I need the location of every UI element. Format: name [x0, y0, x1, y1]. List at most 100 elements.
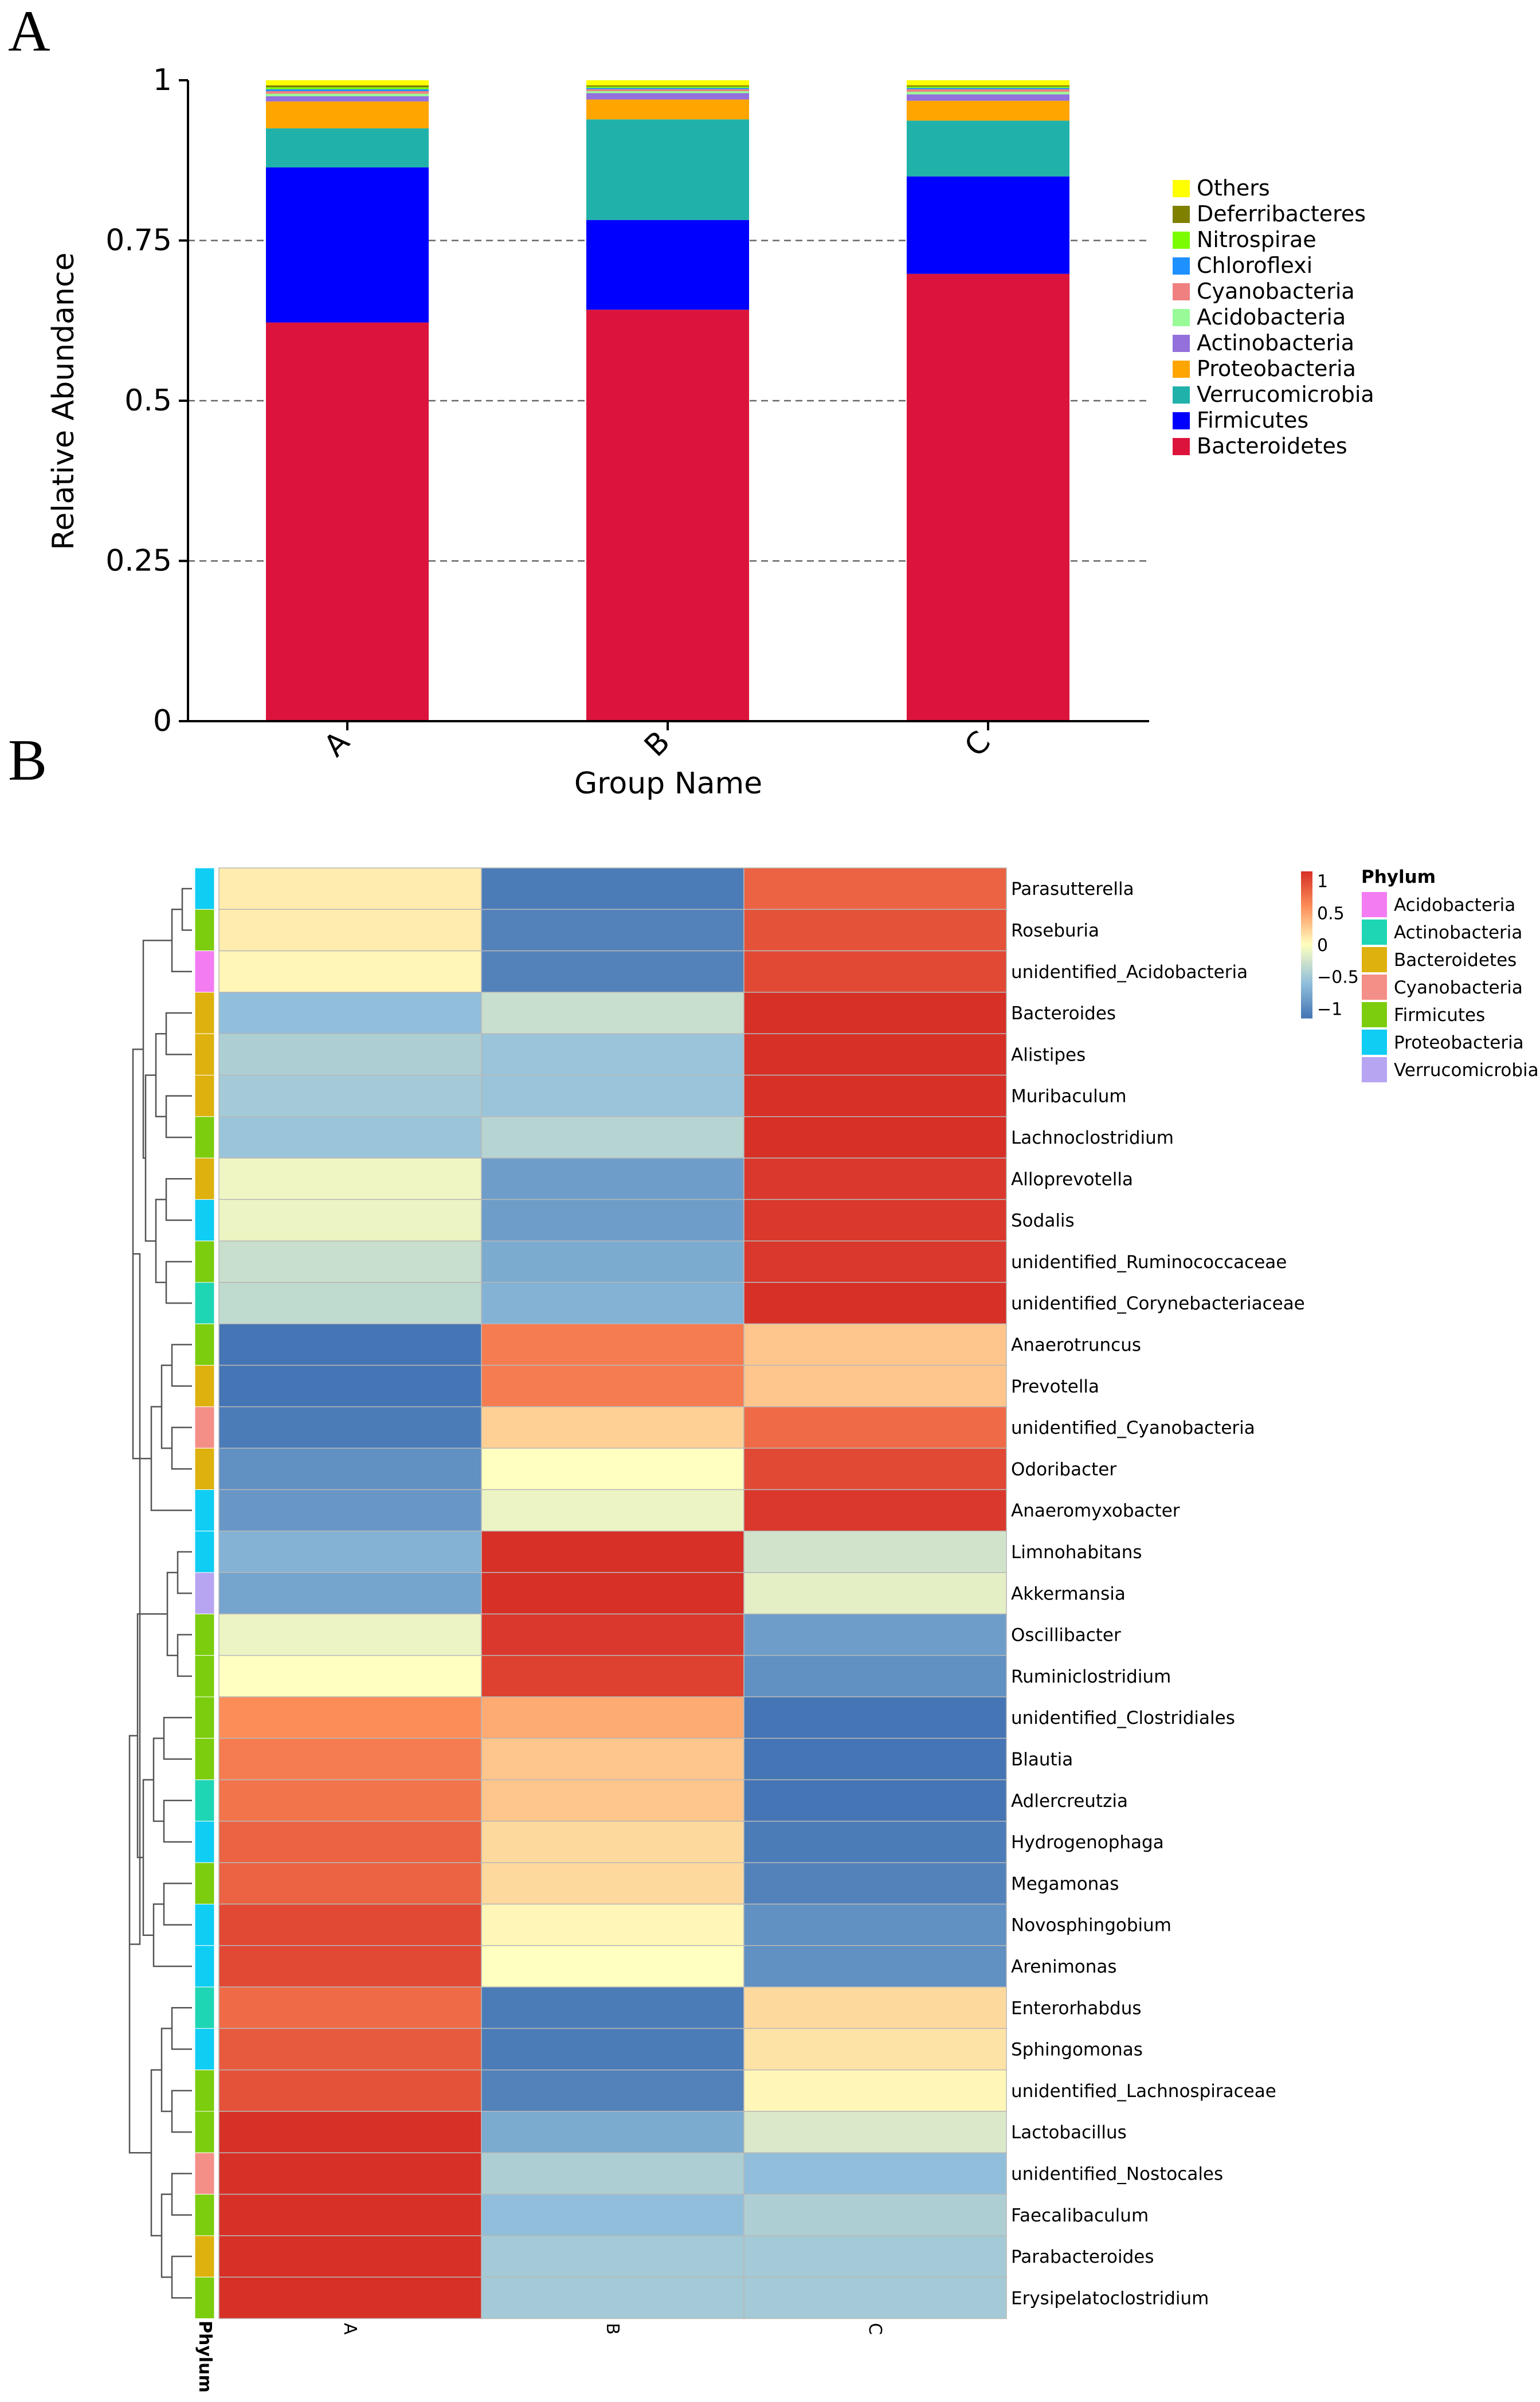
phylum-annotation-cell	[194, 1116, 215, 1159]
heatmap-cell	[218, 1240, 482, 1283]
colorbar-segment	[1301, 964, 1312, 967]
heatmap-cell	[481, 909, 744, 952]
heatmap-row-label: Adlercreutzia	[1011, 1791, 1128, 1812]
panel-label-a: A	[8, 0, 50, 64]
heatmap-cell	[743, 2069, 1007, 2112]
colorbar-segment	[1301, 898, 1312, 901]
colorbar-segment	[1301, 942, 1312, 945]
colorbar-segment	[1301, 886, 1312, 889]
bar-segment-B-proteobacteria	[586, 99, 749, 120]
colorbar-segment	[1301, 1013, 1312, 1016]
legend-label: Others	[1197, 175, 1270, 201]
heatmap-cell	[743, 1738, 1007, 1781]
colorbar-segment	[1301, 996, 1312, 999]
heatmap-cell	[218, 2276, 482, 2319]
bar-segment-C-others	[907, 80, 1069, 85]
bar-segment-B-others	[586, 80, 749, 85]
colorbar-segment	[1301, 940, 1312, 943]
heatmap-cell	[743, 1654, 1007, 1697]
colorbar-segment	[1301, 895, 1312, 899]
heatmap-cell	[218, 1448, 482, 1491]
heatmap-cell	[218, 1986, 482, 2029]
colorbar-segment	[1301, 1008, 1312, 1011]
bar-segment-C-cyanobacteria	[907, 89, 1069, 92]
legend-swatch	[1173, 438, 1190, 455]
panel-label-b: B	[8, 728, 47, 793]
heatmap-cell	[743, 2111, 1007, 2154]
colorbar-segment	[1301, 998, 1312, 1002]
colorbar-segment	[1301, 937, 1312, 941]
phylum-annotation-cell	[194, 1406, 215, 1449]
colorbar-segment	[1301, 874, 1312, 877]
colorbar-segment	[1301, 934, 1312, 938]
dendrogram-branch	[130, 1253, 141, 1945]
heatmap-row-label: unidentified_Ruminococcaceae	[1011, 1252, 1287, 1273]
heatmap-row-label: Alloprevotella	[1011, 1169, 1133, 1190]
phylum-annotation-cell	[194, 2276, 215, 2319]
bar-segment-B-firmicutes	[586, 220, 749, 310]
phylum-annotation-cell	[194, 1075, 215, 1117]
heatmap-row-label: Megamonas	[1011, 1873, 1119, 1894]
phylum-annotation-cell	[194, 1323, 215, 1366]
bar-segment-C-acidobacteria	[907, 92, 1069, 95]
bar-segment-A-cyanobacteria	[266, 91, 429, 94]
y-tick-label: 0.25	[105, 544, 172, 578]
colorbar-segment	[1301, 961, 1312, 965]
phylum-annotation-cell	[194, 1241, 215, 1283]
heatmap-cell	[481, 1738, 744, 1781]
colorbar-segment	[1301, 920, 1312, 924]
phylum-annotation-cell	[194, 2111, 215, 2153]
heatmap-cell	[743, 1862, 1007, 1905]
heatmap-cell	[743, 1613, 1007, 1656]
heatmap-row-label: Roseburia	[1011, 920, 1099, 941]
heatmap-cell	[743, 1696, 1007, 1739]
heatmap-column-labels: A B C	[340, 2323, 885, 2335]
phylum-annotation-cell	[194, 1365, 215, 1407]
heatmap-cell	[218, 1572, 482, 1615]
heatmap-cell	[481, 1199, 744, 1242]
colorbar-segment	[1301, 893, 1312, 897]
phylum-annotation-cell	[194, 909, 215, 952]
heatmap-cell	[481, 1157, 744, 1200]
legend-label: Nitrospirae	[1197, 227, 1316, 252]
heatmap-cell	[743, 1157, 1007, 1200]
phylum-annotation-cell	[194, 1033, 215, 1075]
phylum-legend-title: Phylum	[1361, 867, 1436, 887]
phylum-annotation-cell	[194, 1655, 215, 1697]
heatmap-cell	[218, 1074, 482, 1117]
heatmap-row-label: unidentified_Acidobacteria	[1011, 962, 1248, 983]
phylum-annotation-strip	[194, 867, 215, 2319]
heatmap-cell	[743, 1240, 1007, 1283]
bar-segment-A-bacteroidetes	[266, 322, 429, 721]
bar-segment-B-actinobacteria	[586, 93, 749, 100]
heatmap-cell	[743, 1033, 1007, 1076]
heatmap-cell	[743, 1406, 1007, 1449]
heatmap-cell	[218, 1116, 482, 1159]
phylum-legend-swatch	[1362, 920, 1387, 945]
heatmap-row-label: Anaeromyxobacter	[1011, 1501, 1180, 1521]
heatmap-cell	[481, 2069, 744, 2112]
colorbar-tick-label: −0.5	[1317, 968, 1359, 988]
heatmap-cell	[743, 1364, 1007, 1407]
bar-segment-C-verrucomicrobia	[907, 120, 1069, 177]
heatmap-cell	[481, 1945, 744, 1988]
colorbar-segment	[1301, 901, 1312, 904]
colorbar-segment	[1301, 1015, 1312, 1019]
heatmap-cell	[481, 992, 744, 1034]
colorbar-segment	[1301, 954, 1312, 957]
bar-segment-C-chloroflexi	[907, 88, 1069, 89]
phylum-legend-swatch	[1362, 975, 1387, 1000]
heatmap-cell	[481, 1074, 744, 1117]
heatmap-cell	[481, 2152, 744, 2195]
colorbar-segment	[1301, 871, 1312, 874]
heatmap-cell	[743, 2028, 1007, 2071]
colorbar-segment	[1301, 1003, 1312, 1007]
colorbar-segment	[1301, 1011, 1312, 1014]
colorbar-segment	[1301, 910, 1312, 914]
phylum-annotation-cell	[194, 867, 215, 910]
colorbar-segment	[1301, 1006, 1312, 1009]
heatmap-cell	[218, 1157, 482, 1200]
phylum-legend-label: Proteobacteria	[1394, 1032, 1524, 1053]
bar-segment-A-verrucomicrobia	[266, 128, 429, 168]
